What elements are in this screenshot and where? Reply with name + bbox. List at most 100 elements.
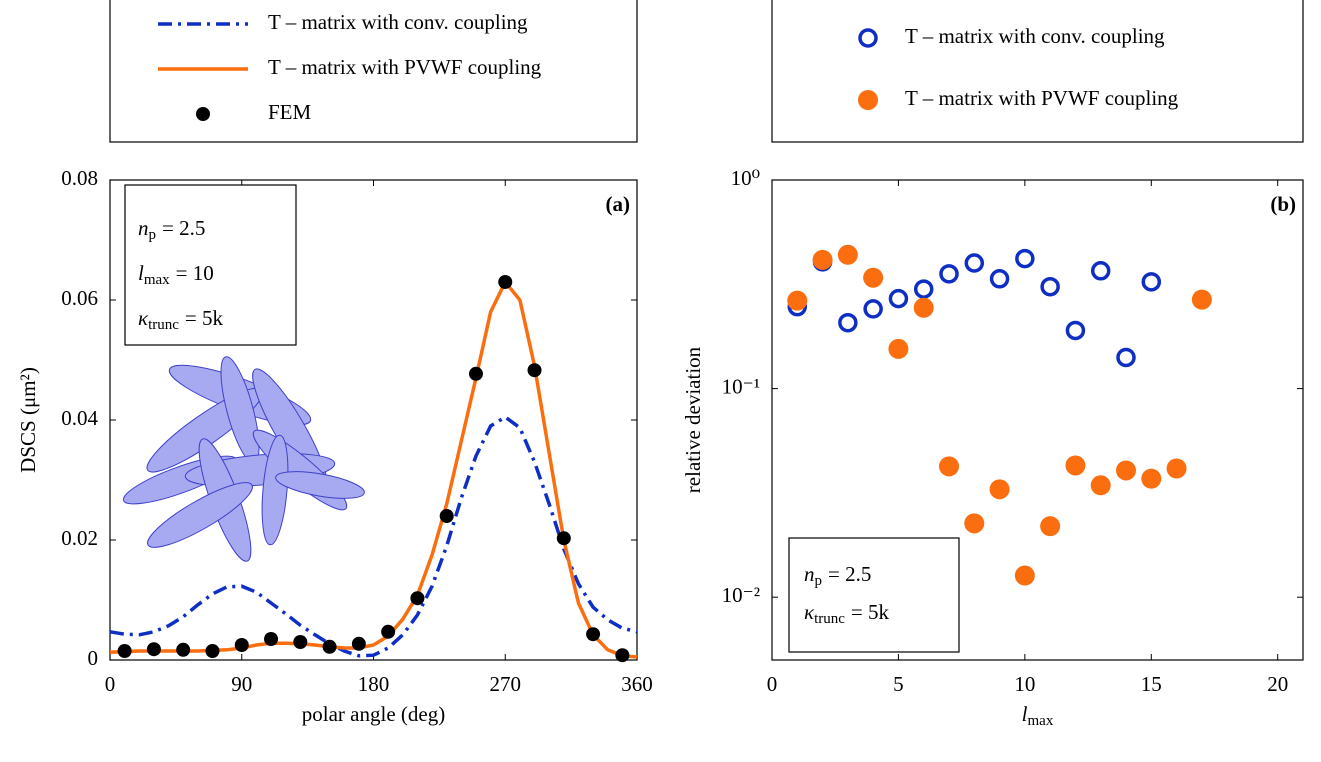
x-tick-label: 5 [893,672,904,696]
data-point [1040,516,1061,537]
symbol: n [804,562,815,586]
data-point [1141,468,1162,489]
y-tick-label: 10⁰ [731,166,760,190]
y-axis-label: DSCS (μm²) [16,367,40,473]
data-point [989,269,1010,289]
math-text: np = 2.5 [804,562,871,590]
data-point [556,531,571,546]
data-point [176,642,191,657]
data-point [1014,565,1035,586]
legend-box [771,0,1304,143]
x-tick-label: 20 [1267,672,1288,696]
data-point [939,456,959,477]
panel-label: (a) [606,192,631,216]
data-point [837,244,858,265]
axes-frame [771,179,1304,661]
data-point [863,299,883,319]
particle-illustration [122,356,365,562]
legend-marker [858,28,878,48]
data-point [117,644,132,658]
data-point [939,264,959,284]
annotation-box [124,184,297,346]
text: = 10 [176,261,214,285]
data-point [234,638,249,652]
x-tick-label: 90 [231,672,252,696]
data-point [615,648,630,663]
data-point [1191,289,1212,310]
data-point [351,636,366,651]
data-point [381,624,396,639]
x-tick-label: 0 [105,672,116,696]
data-point [439,509,454,523]
x-tick-label: 0 [767,672,778,696]
y-tick-label: 0 [88,646,99,670]
symbol: n [138,216,149,240]
y-tick-label: 0.04 [61,406,98,430]
y-tick-label: 0.06 [61,286,98,310]
data-point [586,627,601,642]
y-axis-label: relative deviation [681,346,705,493]
data-point [1040,276,1060,297]
x-tick-label: 180 [358,672,390,696]
legend-marker [858,90,878,110]
data-point [146,642,161,657]
data-point [264,632,279,646]
data-line [109,278,638,659]
panel-label: (b) [1270,192,1296,216]
data-point [1090,261,1111,281]
data-point [468,366,483,381]
x-axis-label: polar angle (deg) [302,702,445,726]
math-text: np = 2.5 [138,216,205,244]
data-point [913,279,934,299]
data-point [293,635,308,649]
math-text: κtrunc = 5k [804,600,890,628]
data-point [1116,460,1136,481]
subscript: p [149,227,157,243]
data-point [964,513,985,534]
data-point [1116,347,1136,368]
x-tick-label: 360 [621,672,653,696]
data-point [527,363,542,378]
data-point [1166,458,1187,479]
data-point [205,644,220,658]
data-point [1015,248,1035,269]
subscript: trunc [148,317,179,333]
symbol: κ [138,306,149,330]
data-point [838,312,858,333]
data-point [322,639,337,654]
y-tick-label: 10⁻¹ [722,374,760,398]
legend-label: T – matrix with conv. coupling [905,24,1165,48]
data-point [1065,455,1086,476]
y-tick-label: 10⁻² [722,583,760,607]
data-point [964,253,985,273]
subscript: max [1028,713,1054,729]
data-line [109,414,638,658]
math-text: lmax = 10 [138,261,214,289]
data-point [410,591,425,606]
text: = 5k [185,306,224,330]
legend-marker [196,107,210,121]
data-point [1065,320,1086,341]
data-point [989,479,1010,500]
x-tick-label: 10 [1014,672,1035,696]
x-tick-label: 15 [1141,672,1162,696]
data-point [863,267,884,288]
symbol: κ [804,600,815,624]
x-tick-label: 270 [490,672,522,696]
subscript: max [144,272,170,288]
math-text: κtrunc = 5k [138,306,224,334]
legend-label: T – matrix with PVWF coupling [905,86,1179,110]
legend-label: T – matrix with PVWF coupling [268,55,542,79]
math-text: lmax [1022,702,1054,730]
y-tick-label: 0.02 [61,526,98,550]
y-tick-label: 0.08 [61,166,98,190]
annotation-box [788,537,960,653]
data-point [888,288,909,309]
text: = 5k [851,600,890,624]
data-point [1141,272,1162,292]
legend-label: FEM [268,100,312,124]
symbol: l [1022,702,1028,726]
data-point [498,275,513,289]
data-point [812,249,833,270]
